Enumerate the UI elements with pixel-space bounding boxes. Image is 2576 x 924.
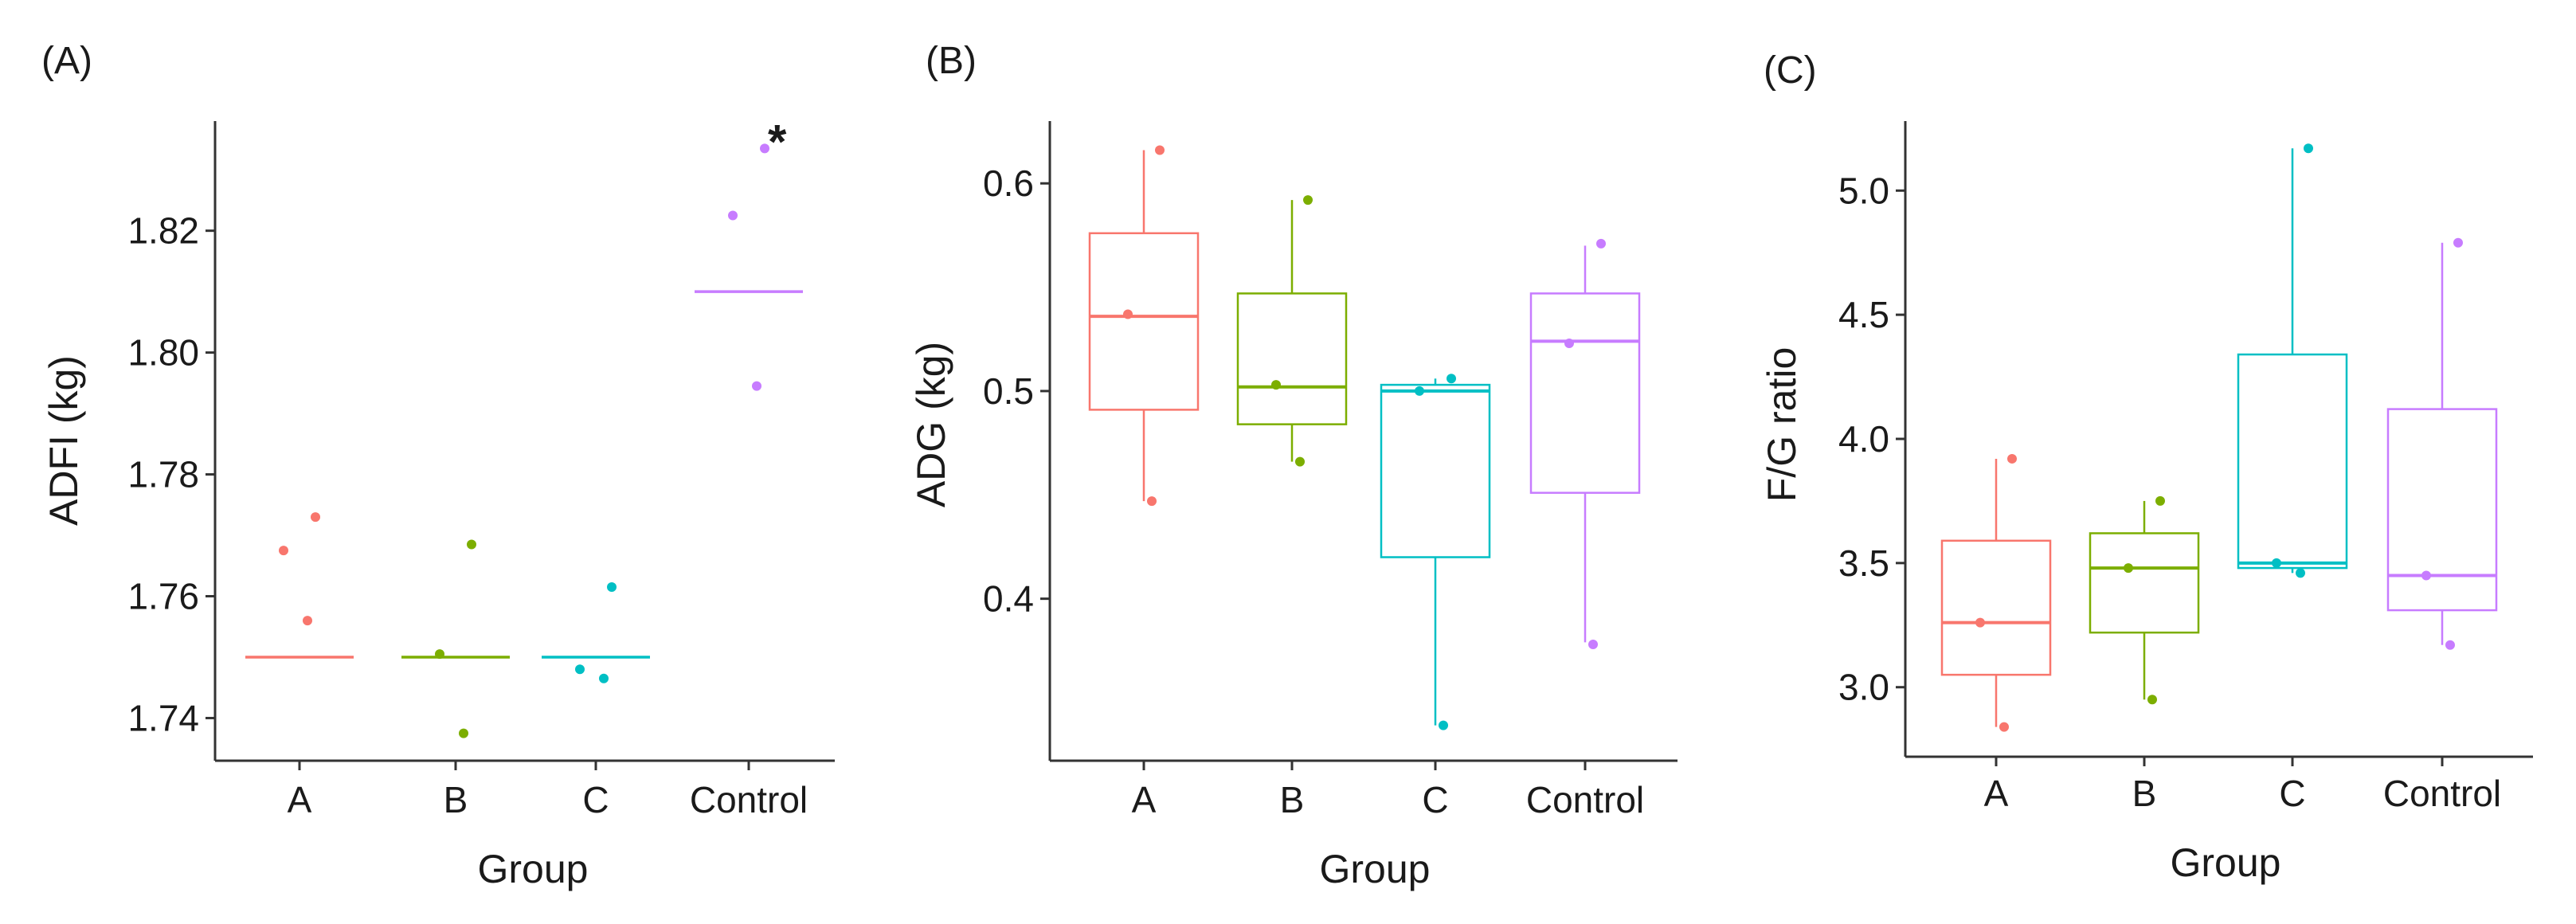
panel-a-x-label: Group	[478, 847, 589, 891]
x-tick-label: B	[2132, 773, 2157, 814]
y-tick-label: 0.4	[983, 578, 1034, 620]
box-c	[2237, 353, 2348, 570]
panel-label-c: (C)	[1764, 49, 1817, 92]
y-tick-label: 0.6	[983, 162, 1034, 204]
data-point	[1975, 617, 1985, 628]
x-tick-label: A	[1132, 779, 1157, 820]
x-tick-label: A	[288, 779, 312, 820]
data-point	[2421, 570, 2431, 581]
data-point	[2272, 558, 2281, 568]
x-tick-label: B	[1280, 779, 1305, 820]
data-point	[303, 616, 312, 626]
box-c	[1380, 383, 1491, 558]
y-tick-label: 1.76	[127, 576, 199, 617]
x-tick-label: C	[2279, 773, 2305, 814]
data-point	[752, 381, 761, 391]
panel-b-y-label: ADG (kg)	[909, 342, 953, 507]
data-point	[1564, 338, 1574, 348]
x-tick-label: C	[1422, 779, 1448, 820]
data-point	[1123, 309, 1133, 319]
x-tick-label: Control	[690, 779, 808, 820]
y-tick-label: 5.0	[1838, 170, 1889, 211]
x-tick-label: B	[444, 779, 468, 820]
data-point	[2007, 453, 2017, 464]
y-tick-label: 1.82	[127, 210, 199, 252]
panel-a-y-label: ADFI (kg)	[41, 355, 86, 526]
y-tick-label: 1.80	[127, 332, 199, 374]
data-point	[1588, 640, 1598, 649]
panel-b: (B) 0.4 0.5 0.6 A B C Control Group ADG (kg)	[909, 40, 1678, 891]
data-point	[2155, 495, 2165, 506]
panel-c-y-label: F/G ratio	[1760, 347, 1804, 502]
data-point	[2453, 237, 2463, 248]
data-point	[1596, 238, 1606, 249]
y-tick-label: 0.5	[983, 370, 1034, 412]
x-tick-label: Control	[2383, 773, 2501, 814]
box-a	[1088, 232, 1200, 411]
data-point	[459, 728, 468, 738]
y-tick-label: 3.0	[1838, 667, 1889, 708]
y-tick-label: 4.0	[1838, 418, 1889, 460]
data-point	[2445, 640, 2455, 650]
box-control	[1529, 292, 1641, 494]
panel-a-marks: 1.74 1.76 1.78 1.80 1.82 A B C Control *	[127, 115, 808, 820]
data-point	[599, 673, 609, 683]
data-point	[607, 582, 617, 593]
panel-c-marks: 3.0 3.5 4.0 4.5 5.0 A B C Control	[1838, 143, 2501, 814]
data-point	[1295, 456, 1305, 467]
y-tick-label: 4.5	[1838, 294, 1889, 335]
data-point	[279, 546, 288, 556]
data-point	[1447, 374, 1456, 384]
data-point	[1303, 195, 1313, 206]
panel-b-marks: 0.4 0.5 0.6 A B C Control	[983, 145, 1644, 820]
x-tick-label: C	[582, 779, 609, 820]
data-point	[1271, 380, 1281, 390]
box-b	[2089, 532, 2200, 634]
x-tick-label: Control	[1526, 779, 1644, 820]
panel-label-b: (B)	[926, 40, 977, 82]
data-point	[1147, 496, 1157, 507]
panel-c: (C) 3.0 3.5 4.0 4.5 5.0 A B C Control Group F/G …	[1760, 49, 2533, 885]
data-point	[760, 143, 769, 154]
panel-c-x-label: Group	[2171, 840, 2281, 885]
data-point	[435, 649, 444, 660]
y-tick-label: 1.74	[127, 697, 199, 738]
box-control	[2386, 408, 2498, 612]
box-a	[1940, 539, 2052, 676]
significance-marker: *	[768, 115, 787, 168]
data-point	[2296, 568, 2305, 578]
y-tick-label: 1.78	[127, 454, 199, 495]
data-point	[311, 512, 320, 523]
data-point	[728, 210, 738, 221]
data-point	[1415, 386, 1424, 396]
data-point	[1439, 720, 1448, 730]
data-point	[575, 664, 585, 675]
panel-label-a: (A)	[41, 40, 92, 82]
data-point	[2147, 695, 2157, 705]
panel-a: (A) 1.74 1.76 1.78 1.80 1.82 A B C Control * Grou…	[41, 40, 835, 891]
data-point	[2124, 563, 2133, 574]
y-tick-label: 3.5	[1838, 542, 1889, 584]
data-point	[467, 539, 476, 550]
box-b	[1236, 292, 1348, 425]
data-point	[2304, 143, 2313, 154]
x-tick-label: A	[1984, 773, 2009, 814]
data-point	[1155, 145, 1165, 155]
panel-b-x-label: Group	[1320, 847, 1431, 891]
data-point	[1999, 722, 2009, 732]
